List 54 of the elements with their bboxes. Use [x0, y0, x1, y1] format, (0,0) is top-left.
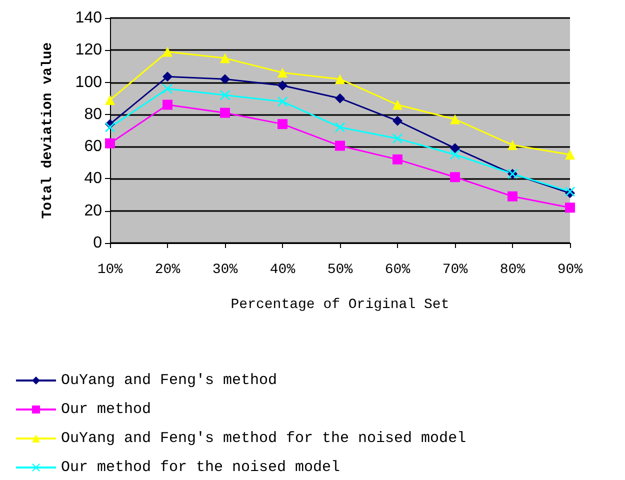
- point: [565, 202, 575, 213]
- y-tick-label: 40: [84, 170, 102, 188]
- legend-label: OuYang and Feng's method: [61, 372, 278, 389]
- point: [162, 46, 172, 57]
- y-tick-label: 60: [84, 138, 102, 156]
- x-tick-label: 10%: [97, 262, 124, 278]
- point: [335, 93, 345, 104]
- point: [335, 122, 345, 132]
- point: [220, 108, 230, 118]
- point: [450, 150, 460, 160]
- point: [220, 74, 230, 84]
- x-tick-label: 40%: [270, 262, 296, 278]
- point: [450, 143, 460, 154]
- y-tick-label: 120: [75, 42, 102, 59]
- x-tick-label: 90%: [557, 262, 584, 278]
- point: [105, 138, 115, 148]
- point: [220, 90, 230, 100]
- point: [162, 100, 172, 110]
- legend-label: Our method for the noised model: [61, 459, 340, 476]
- point: [392, 134, 402, 144]
- point: [450, 114, 460, 124]
- point: [392, 154, 402, 164]
- y-axis-title: Total deviation value: [40, 42, 56, 219]
- point: [105, 94, 115, 105]
- point: [162, 84, 172, 94]
- x-tick-label: 60%: [384, 262, 411, 278]
- point: [335, 140, 345, 151]
- y-tick-label: 100: [75, 74, 102, 91]
- point: [220, 53, 230, 64]
- point: [392, 100, 402, 110]
- point: [105, 122, 115, 132]
- point: [278, 68, 288, 78]
- point: [508, 140, 518, 150]
- point: [278, 80, 288, 90]
- point: [565, 150, 575, 160]
- y-tick-label: 80: [84, 106, 102, 123]
- legend-label: OuYang and Feng's method for the noised model: [61, 430, 466, 447]
- x-tick-label: 80%: [500, 262, 526, 278]
- point: [450, 172, 460, 182]
- x-tick-label: 20%: [154, 262, 181, 278]
- y-tick-label: 20: [84, 202, 102, 220]
- point: [278, 96, 288, 107]
- x-tick-label: 30%: [212, 262, 238, 278]
- point: [335, 74, 345, 84]
- point: [278, 119, 288, 130]
- x-tick-label: 50%: [327, 262, 354, 278]
- point: [392, 116, 402, 126]
- x-axis-title: Percentage of Original Set: [230, 297, 450, 313]
- point: [162, 72, 172, 82]
- point: [508, 191, 518, 202]
- y-tick-label: 0: [93, 234, 102, 252]
- legend-label: Our method: [61, 401, 152, 418]
- x-tick-label: 70%: [442, 262, 468, 278]
- y-tick-label: 140: [75, 10, 102, 26]
